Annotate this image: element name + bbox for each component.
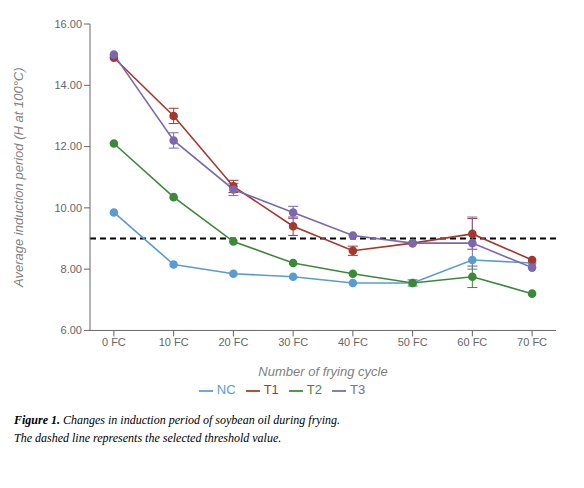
svg-text:14.00: 14.00 — [54, 79, 82, 91]
html-text:T1: T1 — [263, 382, 279, 398]
svg-text:60 FC: 60 FC — [457, 336, 487, 348]
svg-text:40 FC: 40 FC — [338, 336, 368, 348]
svg-text:Average induction period (H at: Average induction period (H at 100°C) — [11, 67, 26, 288]
svg-text:0 FC: 0 FC — [102, 336, 126, 348]
html-text:The dashed line represents the: The dashed line represents the selected … — [14, 431, 282, 445]
svg-text:16.00: 16.00 — [54, 18, 82, 30]
html-text:T2: T2 — [306, 382, 322, 398]
svg-text:10.00: 10.00 — [54, 202, 82, 214]
html-text:T3: T3 — [350, 382, 366, 398]
svg-text:70 FC: 70 FC — [517, 336, 547, 348]
svg-text:20 FC: 20 FC — [218, 336, 248, 348]
svg-text:8.00: 8.00 — [61, 263, 82, 275]
svg-text:12.00: 12.00 — [54, 140, 82, 152]
svg-text:6.00: 6.00 — [61, 324, 82, 336]
svg-text:10 FC: 10 FC — [159, 336, 189, 348]
svg-text:Number of frying cycle: Number of frying cycle — [258, 364, 387, 379]
html-text:Figure 1. Changes in induction: Figure 1. Changes in induction period of… — [14, 413, 340, 427]
html-text:NC: NC — [216, 382, 236, 398]
svg-text:30 FC: 30 FC — [278, 336, 308, 348]
svg-text:50 FC: 50 FC — [398, 336, 428, 348]
